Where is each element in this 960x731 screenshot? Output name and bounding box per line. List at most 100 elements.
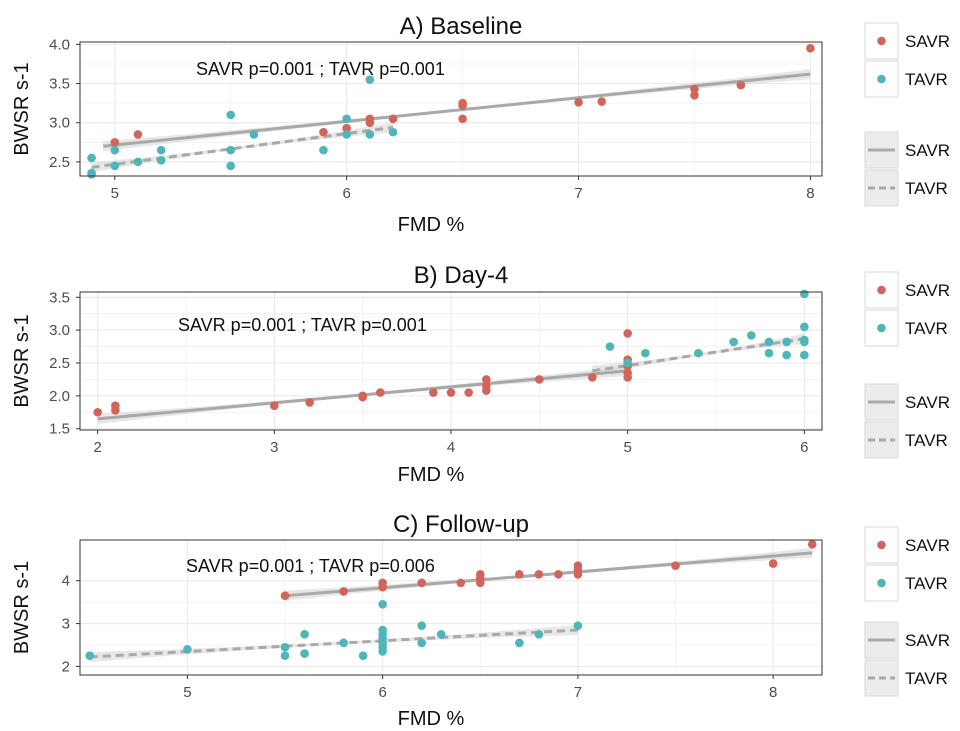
data-point-savr <box>690 84 699 94</box>
data-point-tavr <box>365 130 375 139</box>
data-point-tavr <box>342 130 351 139</box>
data-point-savr <box>623 329 632 338</box>
x-tick-label: 7 <box>574 185 582 202</box>
data-point-tavr <box>339 638 348 648</box>
legend-lines: SAVR TAVR <box>864 383 950 459</box>
data-point-savr <box>365 114 375 124</box>
x-tick-label: 5 <box>623 439 631 456</box>
data-point-savr <box>458 114 467 124</box>
confidence-band-tavr <box>89 624 578 663</box>
chart-title: A) Baseline <box>400 13 523 40</box>
data-point-tavr <box>747 331 756 340</box>
data-point-tavr <box>515 638 524 648</box>
data-point-tavr <box>110 145 120 155</box>
legend-label-tavr: TAVR <box>905 319 948 338</box>
y-tick-label: 3.0 <box>49 322 70 339</box>
data-point-tavr <box>365 75 375 84</box>
x-tick-label: 8 <box>806 185 814 202</box>
legend-point-tavr <box>877 323 886 333</box>
legend-points: SAVR TAVR <box>864 526 950 602</box>
data-point-tavr <box>378 647 387 656</box>
data-point-tavr <box>87 170 96 179</box>
legend-point-savr <box>877 285 886 295</box>
x-tick-label: 6 <box>800 439 808 456</box>
data-point-savr <box>806 43 815 53</box>
legend-label-savr: SAVR <box>905 631 950 650</box>
data-point-tavr <box>694 348 703 358</box>
x-tick-label: 5 <box>111 185 119 202</box>
data-point-savr <box>280 591 290 601</box>
data-point-tavr <box>417 638 427 648</box>
x-axis-label: FMD % <box>398 464 465 486</box>
data-point-savr <box>671 561 680 571</box>
legend-lines: SAVR TAVR <box>864 131 950 207</box>
data-point-tavr <box>226 161 236 171</box>
data-point-tavr <box>319 145 328 155</box>
chart-title: C) Follow-up <box>393 511 529 538</box>
data-point-savr <box>446 388 456 397</box>
data-point-savr <box>690 90 699 100</box>
data-point-tavr <box>764 337 774 347</box>
plot-border <box>79 539 823 676</box>
data-point-tavr <box>782 350 791 360</box>
data-point-tavr <box>378 599 387 609</box>
data-point-tavr <box>605 342 615 351</box>
data-point-tavr <box>800 350 809 360</box>
data-point-savr <box>464 388 473 397</box>
data-point-savr <box>623 373 632 382</box>
data-point-savr <box>574 98 583 107</box>
data-point-savr <box>305 398 314 407</box>
legend-key <box>864 309 899 347</box>
x-tick-label: 7 <box>574 684 582 701</box>
data-point-savr <box>388 114 398 124</box>
data-point-tavr <box>300 629 309 639</box>
legend-points: SAVR TAVR <box>864 22 950 98</box>
annotation-pvalues: SAVR p=0.001 ; TAVR p=0.006 <box>186 556 435 576</box>
data-point-tavr <box>800 337 809 347</box>
data-point-tavr <box>300 649 309 658</box>
data-point-tavr <box>280 651 290 661</box>
data-point-savr <box>270 401 279 410</box>
y-axis-label: BWSR s-1 <box>11 561 33 654</box>
x-tick-label: 2 <box>93 439 101 456</box>
legend-label-savr: SAVR <box>905 281 950 300</box>
data-point-savr <box>482 386 491 395</box>
data-point-savr <box>429 388 438 397</box>
data-point-tavr <box>156 156 166 165</box>
legend-key <box>864 60 899 98</box>
data-point-savr <box>111 405 120 415</box>
data-point-tavr <box>226 145 236 155</box>
data-point-savr <box>515 569 524 579</box>
data-point-savr <box>133 130 143 139</box>
x-tick-label: 3 <box>270 439 278 456</box>
data-point-savr <box>554 569 563 579</box>
x-axis-label: FMD % <box>398 708 465 730</box>
data-point-tavr <box>226 110 236 120</box>
data-point-tavr <box>87 153 96 163</box>
data-point-tavr <box>782 337 791 347</box>
legend-label-tavr: TAVR <box>905 574 948 593</box>
legend-label-savr: SAVR <box>905 141 950 160</box>
data-point-savr <box>482 375 491 384</box>
legend-label-tavr: TAVR <box>905 179 948 198</box>
data-point-tavr <box>358 651 368 661</box>
data-point-tavr <box>436 629 446 639</box>
y-tick-label: 2 <box>62 658 70 675</box>
y-tick-label: 4 <box>62 573 70 590</box>
chart-title: B) Day-4 <box>414 262 509 289</box>
data-point-tavr <box>534 629 544 639</box>
x-tick-label: 6 <box>378 684 386 701</box>
y-tick-label: 3.5 <box>49 76 70 93</box>
panel-2: 2 3 4 5 6 1.5 2.0 2.5 3.0 3.5 B) Day-4 FMD % BWSR s-… <box>11 262 950 486</box>
data-point-tavr <box>388 127 398 137</box>
data-point-savr <box>319 127 328 137</box>
legend-label-savr: SAVR <box>905 536 950 555</box>
legend-point-savr <box>877 540 886 550</box>
data-point-savr <box>534 569 544 579</box>
y-tick-label: 2.5 <box>49 154 70 171</box>
y-axis-label: BWSR s-1 <box>11 62 33 155</box>
data-point-savr <box>376 388 385 397</box>
x-tick-label: 8 <box>769 684 777 701</box>
data-point-savr <box>358 392 367 402</box>
data-point-savr <box>573 569 583 579</box>
